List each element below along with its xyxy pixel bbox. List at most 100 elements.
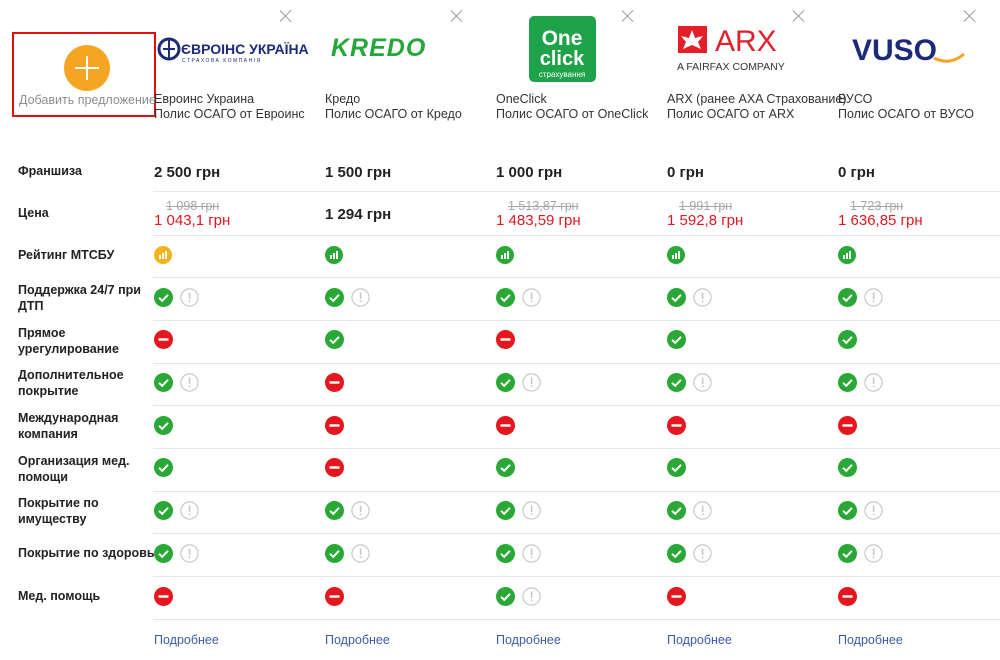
logo-text: click [540, 48, 585, 70]
info-icon[interactable] [864, 373, 883, 392]
company-name-block: ARX (ранее AXA Страхование) Полис ОСАГО … [667, 92, 847, 122]
minus-icon [838, 587, 857, 606]
minus-icon [325, 587, 344, 606]
row-label-intl: Международная компания [18, 411, 119, 441]
check-icon [667, 330, 686, 349]
info-icon[interactable] [522, 373, 541, 392]
info-icon[interactable] [522, 501, 541, 520]
divider [153, 277, 1000, 278]
info-icon[interactable] [180, 501, 199, 520]
row-label-med-help: Мед. помощь [18, 589, 101, 603]
row-label-direct: Прямое урегулирование [18, 326, 119, 356]
add-offer-button[interactable]: Добавить предложение [12, 32, 156, 117]
check-icon [154, 416, 173, 435]
plus-icon[interactable] [64, 45, 110, 91]
info-icon[interactable] [180, 373, 199, 392]
more-link[interactable]: Подробнее [154, 633, 219, 647]
check-icon [496, 544, 515, 563]
info-icon[interactable] [864, 544, 883, 563]
info-icon[interactable] [351, 544, 370, 563]
divider [153, 405, 1000, 406]
franchise-value: 1 500 грн [325, 164, 392, 181]
check-icon [325, 288, 344, 307]
info-icon[interactable] [522, 587, 541, 606]
company-name-block: Евроинс Украина Полис ОСАГО от Евроинс [154, 92, 305, 122]
logo-subtext: страхування [539, 70, 585, 79]
franchise-value: 1 000 грн [496, 164, 563, 181]
rating-bars-icon [325, 246, 343, 264]
price: 1 043,1 грн [154, 212, 231, 229]
franchise-value: 0 грн [667, 164, 704, 181]
info-icon[interactable] [180, 288, 199, 307]
row-label-property: Покрытие по имуществу [18, 496, 99, 526]
rating-bars-icon [838, 246, 856, 264]
more-link[interactable]: Подробнее [496, 633, 561, 647]
minus-icon [325, 458, 344, 477]
minus-icon [154, 587, 173, 606]
check-icon [667, 288, 686, 307]
oneclick-logo: One click страхування [496, 12, 667, 84]
company-name: Кредо [325, 92, 361, 106]
row-label-support: Поддержка 24/7 при ДТП [18, 283, 141, 313]
info-icon[interactable] [351, 501, 370, 520]
franchise-value: 2 500 грн [154, 164, 221, 181]
row-label-extra: Дополнительное покрытие [18, 368, 124, 398]
check-icon [325, 544, 344, 563]
logo-text: VUSO [852, 34, 937, 67]
info-icon[interactable] [693, 544, 712, 563]
row-label-med-org: Организация мед. помощи [18, 454, 130, 484]
minus-icon [838, 416, 857, 435]
divider [153, 619, 1000, 620]
logo-subtext: СТРАХОВА КОМПАНІЯ [182, 58, 262, 64]
add-offer-label: Добавить предложение [19, 93, 156, 107]
check-icon [325, 501, 344, 520]
info-icon[interactable] [693, 501, 712, 520]
logo-text: One [542, 27, 583, 50]
info-icon[interactable] [180, 544, 199, 563]
euroins-logo: ЄВРОІНС УКРАЇНА СТРАХОВА КОМПАНІЯ [154, 12, 325, 84]
check-icon [667, 458, 686, 477]
check-icon [838, 501, 857, 520]
logo-subtext: A FAIRFAX COMPANY [677, 61, 785, 73]
more-link[interactable]: Подробнее [838, 633, 903, 647]
price: 1 592,8 грн [667, 212, 744, 229]
franchise-value: 0 грн [838, 164, 875, 181]
old-price: 1 723 грн [850, 199, 904, 213]
logo-text: ARX [715, 25, 777, 58]
info-icon[interactable] [693, 288, 712, 307]
policy-name: Полис ОСАГО от Евроинс [154, 107, 305, 121]
info-icon[interactable] [522, 288, 541, 307]
divider [153, 533, 1000, 534]
check-icon [838, 330, 857, 349]
logo-text: ЄВРОІНС УКРАЇНА [181, 41, 309, 57]
vuso-logo: VUSO [838, 12, 1000, 84]
more-link[interactable]: Подробнее [667, 633, 732, 647]
company-column-oneclick: One click страхування OneClick Полис ОСА… [496, 0, 667, 660]
row-label-health: Покрытие по здоровью [18, 546, 166, 560]
company-name-block: ВУСО Полис ОСАГО от ВУСО [838, 92, 974, 122]
info-icon[interactable] [522, 544, 541, 563]
company-name-block: Кредо Полис ОСАГО от Кредо [325, 92, 462, 122]
old-price: 1 991 грн [679, 199, 733, 213]
company-name: OneClick [496, 92, 547, 106]
check-icon [154, 458, 173, 477]
info-icon[interactable] [864, 501, 883, 520]
divider [153, 576, 1000, 577]
company-name: ВУСО [838, 92, 873, 106]
info-icon[interactable] [864, 288, 883, 307]
check-icon [325, 330, 344, 349]
info-icon[interactable] [351, 288, 370, 307]
check-icon [667, 544, 686, 563]
check-icon [838, 288, 857, 307]
minus-icon [325, 373, 344, 392]
old-price: 1 513,87 грн [508, 199, 579, 213]
policy-name: Полис ОСАГО от Кредо [325, 107, 462, 121]
check-icon [496, 587, 515, 606]
minus-icon [496, 330, 515, 349]
divider [153, 363, 1000, 364]
info-icon[interactable] [693, 373, 712, 392]
more-link[interactable]: Подробнее [325, 633, 390, 647]
minus-icon [496, 416, 515, 435]
rating-bars-icon [154, 246, 172, 264]
check-icon [496, 288, 515, 307]
